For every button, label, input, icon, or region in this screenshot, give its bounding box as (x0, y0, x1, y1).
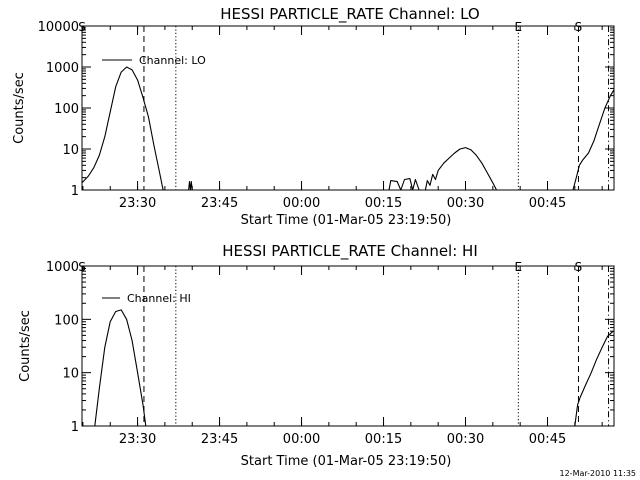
series-line (424, 147, 497, 191)
y-tick-label: 1000 (46, 61, 79, 76)
panel-lo: HESSI PARTICLE_RATE Channel: LO 23:30 23:… (12, 5, 615, 228)
x-tick-label: 23:45 (201, 432, 238, 447)
y-tick-label: 100 (54, 102, 79, 117)
plot-frame (81, 25, 615, 191)
x-tick-label: 00:00 (283, 196, 320, 211)
x-tick-label: 00:45 (529, 196, 566, 211)
x-tick-labels: 23:30 23:45 00:00 00:15 00:30 00:45 (82, 26, 603, 211)
y-tick-labels: 1 10 100 1000 (46, 260, 614, 435)
x-tick-label: 00:30 (447, 432, 484, 447)
panel-hi: HESSI PARTICLE_RATE Channel: HI 23:30 23:… (18, 242, 615, 469)
chart-title: HESSI PARTICLE_RATE Channel: HI (222, 242, 478, 261)
y-tick-label: 1000 (46, 260, 79, 275)
y-tick-label: 1 (71, 420, 79, 435)
series-lines (94, 309, 614, 427)
legend: Channel: HI (102, 292, 191, 305)
y-axis-label: Counts/sec (12, 72, 27, 144)
y-axis-label: Counts/sec (18, 310, 33, 382)
x-tick-label: 23:45 (201, 196, 238, 211)
legend: Channel: LO (102, 54, 206, 67)
series-line (81, 66, 164, 191)
x-tick-labels: 23:30 23:45 00:00 00:15 00:30 00:45 (82, 266, 603, 447)
marker-label: S (575, 20, 583, 34)
x-tick-label: 00:30 (447, 196, 484, 211)
x-tick-label: 23:30 (119, 432, 156, 447)
series-line (188, 181, 193, 191)
marker-label: E (515, 20, 523, 34)
legend-label: Channel: HI (127, 292, 191, 305)
x-axis-label: Start Time (01-Mar-05 23:19:50) (241, 454, 452, 469)
y-tick-labels: 1 10 100 1000 10000 (38, 20, 614, 199)
chart-title: HESSI PARTICLE_RATE Channel: LO (220, 5, 479, 24)
plot-frame (81, 265, 615, 427)
series-line (574, 330, 614, 427)
y-tick-label: 10 (62, 367, 79, 382)
marker-label: E (515, 260, 523, 274)
y-tick-label: 10 (62, 143, 79, 158)
legend-label: Channel: LO (139, 54, 206, 67)
y-tick-label: 1 (71, 184, 79, 199)
y-tick-label: 10000 (38, 20, 79, 35)
x-tick-label: 00:15 (365, 196, 402, 211)
series-lines (81, 66, 615, 191)
marker-label: S (575, 260, 583, 274)
x-tick-label: 00:45 (529, 432, 566, 447)
series-line (572, 89, 615, 191)
x-tick-label: 23:30 (119, 196, 156, 211)
series-line (388, 178, 420, 191)
footer-timestamp: 12-Mar-2010 11:35 (560, 469, 637, 478)
series-line (94, 309, 147, 427)
y-tick-label: 100 (54, 313, 79, 328)
marker-label: S (78, 260, 86, 274)
x-tick-label: 00:00 (283, 432, 320, 447)
x-axis-label: Start Time (01-Mar-05 23:19:50) (241, 213, 452, 228)
x-tick-label: 00:15 (365, 432, 402, 447)
marker-label: S (78, 20, 86, 34)
